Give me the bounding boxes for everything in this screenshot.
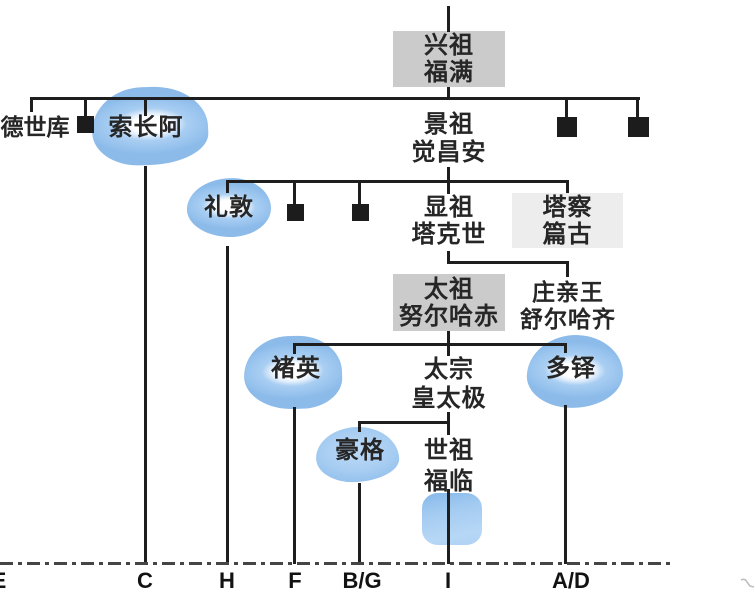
connector-drop-square-1 — [84, 97, 87, 117]
lineage-line-chuying-to-F — [293, 407, 296, 564]
cursor-artifact — [740, 578, 755, 588]
node-label-shizu-line1: 世祖 — [424, 437, 474, 464]
connector-gen5-horizontal — [293, 343, 567, 346]
node-box-taizu: 太祖 努尔哈赤 — [393, 274, 505, 331]
connector-drop-zhuang — [566, 261, 569, 277]
connector-drop-square-2 — [565, 97, 568, 118]
node-label-zhuang-line1: 庄亲王 — [532, 279, 604, 305]
connector-drop-lidun — [226, 180, 229, 193]
descendant-square-marker — [77, 116, 94, 133]
connector-drop-haoge — [358, 421, 361, 432]
generation-axis-line — [0, 562, 670, 565]
descendant-square-marker — [352, 204, 369, 221]
connector-drop-tacha — [566, 180, 569, 193]
generation-label-I: I — [444, 568, 452, 591]
node-label-taizong-line2: 皇太极 — [411, 385, 487, 412]
node-label-zhuang-line2: 舒尔哈齐 — [520, 306, 616, 332]
descendant-square-marker — [557, 117, 577, 137]
node-label-suochanga: 索长阿 — [108, 114, 184, 141]
node-label-shizu: 世祖 福临 — [397, 435, 501, 497]
node-label-taizu-line2: 努尔哈赤 — [399, 302, 499, 330]
connector-drop-chuying — [293, 343, 296, 354]
node-box-xingzu: 兴祖 福满 — [393, 31, 505, 87]
node-label-chuying: 褚英 — [271, 355, 321, 382]
node-label-xianzu-line1: 显祖 — [424, 194, 474, 221]
generation-label-E: E — [0, 569, 9, 591]
node-label-xingzu-line1: 兴祖 — [424, 32, 474, 59]
connector-drop-square-5 — [358, 180, 361, 205]
connector-jingzu-to-gen3 — [447, 167, 450, 183]
connector-spine-top — [447, 6, 450, 32]
connector-drop-duoduo — [564, 343, 567, 353]
node-label-jingzu-line1: 景祖 — [424, 111, 474, 138]
connector-drop-square-3 — [636, 97, 639, 118]
node-label-jingzu: 景祖 觉昌安 — [397, 111, 501, 167]
connector-taizong-to-gen6 — [447, 412, 450, 424]
connector-gen2-horizontal — [30, 97, 640, 100]
lineage-line-suochanga-to-C — [144, 166, 147, 564]
node-box-tacha: 塔察 篇古 — [512, 193, 623, 248]
connector-gen3-horizontal — [226, 180, 569, 183]
connector-gen4-horizontal — [447, 261, 569, 264]
node-label-taizong-line1: 太宗 — [424, 356, 474, 383]
connector-xianzu-to-gen4 — [447, 251, 450, 264]
connector-xingzu-to-gen2 — [447, 87, 450, 99]
lineage-line-haoge-to-BG — [358, 483, 361, 564]
generation-label-C: C — [137, 568, 153, 591]
connector-drop-shizu — [447, 421, 450, 435]
highlight-mark-below-shizu — [422, 493, 482, 545]
generation-label-BG: B/G — [342, 568, 382, 591]
generation-label-AD: A/D — [552, 568, 590, 591]
lineage-line-shizu-to-I — [447, 489, 450, 564]
connector-drop-xianzu — [447, 180, 450, 194]
connector-drop-taizong — [447, 343, 450, 356]
descendant-square-marker — [628, 117, 649, 137]
node-label-taizong: 太宗 皇太极 — [397, 355, 501, 413]
node-label-duoduo: 多铎 — [546, 355, 596, 382]
connector-drop-suochanga — [144, 97, 147, 116]
generation-label-H: H — [219, 568, 235, 591]
node-label-haoge: 豪格 — [335, 437, 385, 464]
lineage-line-duoduo-to-AD — [564, 405, 567, 564]
node-label-lidun: 礼敦 — [204, 194, 254, 221]
connector-gen6-horizontal — [358, 421, 450, 424]
node-label-taizu-line1: 太祖 — [424, 275, 474, 303]
lineage-line-lidun-to-H — [226, 246, 229, 564]
connector-drop-square-4 — [293, 180, 296, 205]
node-label-xianzu-line2: 塔克世 — [411, 221, 487, 248]
node-label-shizu-line2: 福临 — [424, 468, 474, 495]
node-label-deshiku: 德世库 — [0, 114, 70, 140]
node-label-xianzu: 显祖 塔克世 — [397, 194, 501, 248]
node-label-xingzu-line2: 福满 — [424, 59, 474, 86]
node-label-tacha-line1: 塔察 — [542, 193, 593, 221]
node-label-zhuang: 庄亲王 舒尔哈齐 — [514, 279, 622, 333]
connector-taizu-to-gen5 — [447, 331, 450, 345]
node-label-jingzu-line2: 觉昌安 — [411, 139, 487, 166]
node-label-tacha-line2: 篇古 — [542, 220, 593, 248]
descendant-square-marker — [287, 204, 304, 221]
generation-label-F: F — [288, 568, 302, 591]
connector-drop-deshiku — [30, 97, 33, 112]
